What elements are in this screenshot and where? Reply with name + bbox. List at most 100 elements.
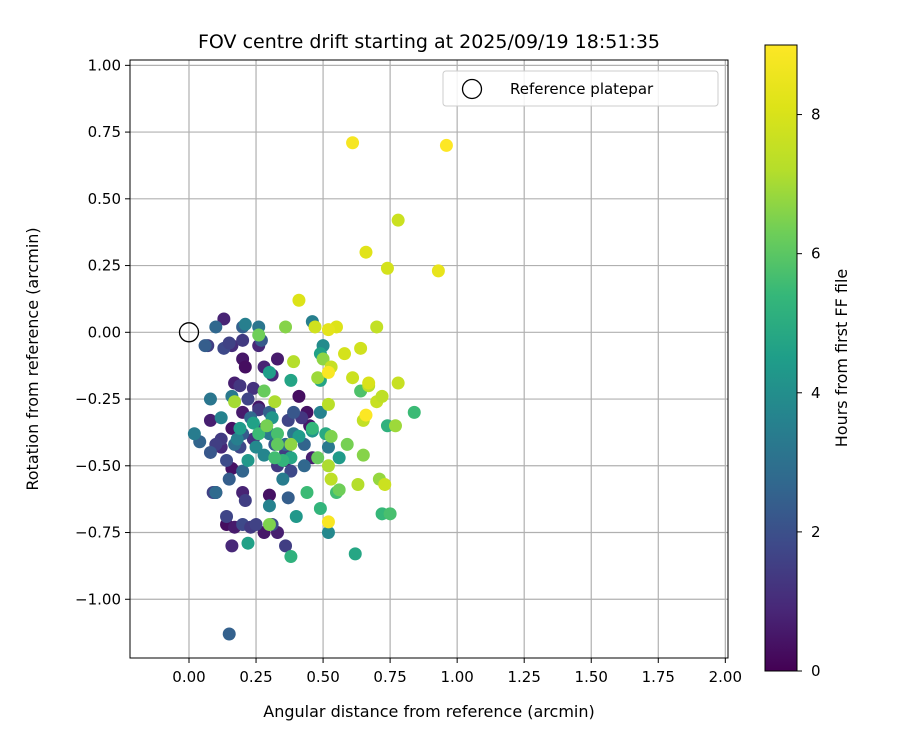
colorbar-tick-label: 6 [811,245,821,263]
data-point [260,419,274,433]
data-point [346,371,360,385]
data-point [268,451,282,465]
data-point [281,491,295,505]
data-point [380,261,394,275]
colorbar-gradient [764,44,798,672]
colorbar: 0 2 4 6 8 Hours from first FF file [764,44,851,680]
data-point [348,547,362,561]
y-tick-label: 0.50 [88,190,121,208]
chart-title: FOV centre drift starting at 2025/09/19 … [198,31,660,53]
x-tick-label: 1.00 [440,668,473,686]
data-point [407,405,421,419]
data-point [252,403,266,417]
data-point [225,539,239,553]
grid-lines [130,60,728,658]
data-point [362,376,376,390]
y-tick-label: −1.00 [75,590,121,608]
data-point [270,352,284,366]
data-point [375,389,389,403]
data-point [439,138,453,152]
data-point [351,477,365,491]
data-point [300,485,314,499]
data-point [233,379,247,393]
y-tick-label: 0.75 [88,123,121,141]
y-tick-label: 1.00 [88,56,121,74]
data-point [276,472,290,486]
y-tick-label: −0.75 [75,524,121,542]
data-point [187,427,201,441]
data-point [359,408,373,422]
data-point [431,264,445,278]
data-point [284,550,298,564]
data-point [279,320,293,334]
data-point [305,421,319,435]
data-point [324,429,338,443]
data-point [257,384,271,398]
reference-platepar-marker [178,322,200,343]
data-point [279,539,293,553]
data-point [370,320,384,334]
data-point [220,453,234,467]
data-point [222,336,236,350]
data-point [198,339,212,353]
colorbar-label: Hours from first FF file [832,269,851,448]
colorbar-ticks: 0 2 4 6 8 [797,106,821,680]
data-point [359,245,373,259]
data-point [332,451,346,465]
data-point [321,459,335,473]
data-point [378,477,392,491]
data-point [313,502,327,515]
data-point [354,341,368,355]
legend: Reference platepar [442,70,719,107]
legend-label-reference-platepar: Reference platepar [510,80,654,98]
data-point [292,389,306,403]
legend-box [442,70,719,107]
data-point [321,365,335,379]
data-point [238,493,252,507]
data-point [268,395,282,409]
x-tick-label: 0.50 [306,668,339,686]
data-point [252,427,266,441]
data-point [249,518,263,532]
data-point [356,448,370,462]
data-point [252,328,266,342]
data-point [203,445,217,459]
data-point [270,427,284,441]
x-tick-label: 1.50 [575,668,608,686]
data-point [241,392,255,406]
y-tick-label: 0.25 [88,257,121,275]
data-point [220,510,234,524]
data-point [270,437,284,451]
data-point [217,312,231,326]
x-tick-label: 1.25 [507,668,540,686]
y-axis-ticks: 1.00 0.75 0.50 0.25 0.00 −0.25 −0.50 −0.75 −1.00 [75,56,130,608]
data-point [246,381,260,395]
data-point [292,429,306,443]
x-tick-label: 0.00 [172,668,205,686]
data-point [262,518,276,532]
data-point [257,448,271,462]
data-point [222,472,236,486]
data-point [297,459,311,473]
data-point [209,485,223,499]
data-point [284,373,298,387]
colorbar-tick-label: 0 [811,662,821,680]
data-point [262,499,276,513]
data-point [262,488,276,502]
data-point [209,320,223,334]
data-points [187,136,453,641]
x-tick-label: 0.75 [373,668,406,686]
data-point [346,136,360,150]
data-point [246,416,260,430]
plot-frame [129,59,729,659]
data-point [203,413,217,427]
data-point [391,376,405,390]
data-point [321,397,335,411]
data-point [249,440,263,454]
data-point [203,392,217,406]
data-point [287,405,301,419]
data-point [236,464,250,478]
data-point [241,536,255,550]
data-point [289,510,303,524]
